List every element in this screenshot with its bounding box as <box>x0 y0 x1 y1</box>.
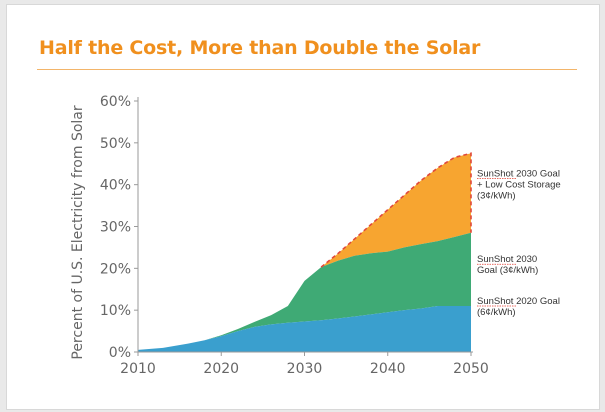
series-label-1-line-1: SunShot 2020 Goal <box>477 296 560 307</box>
series-label-2-line-2: Goal (3¢/kWh) <box>477 265 538 276</box>
x-tick-label: 2050 <box>453 361 489 377</box>
y-tick-label: 10% <box>100 303 131 319</box>
series-2030-storage-area <box>138 153 471 350</box>
storage-series-border <box>320 152 472 268</box>
y-tick-label: 40% <box>100 178 131 194</box>
x-tick-label: 2030 <box>287 361 323 377</box>
y-tick-label: 0% <box>109 345 131 361</box>
x-tick-label: 2020 <box>203 361 239 377</box>
y-tick-label: 50% <box>100 136 131 152</box>
series-2020-goal-area <box>138 305 471 352</box>
x-tick-label: 2010 <box>120 361 156 377</box>
series-label-3-line-3: (3¢/kWh) <box>477 190 516 201</box>
y-tick-label: 20% <box>100 261 131 277</box>
series-2030-goal-area <box>138 232 471 350</box>
series-label-2-line-1: SunShot 2030 <box>477 254 537 265</box>
y-tick-label: 30% <box>100 220 131 236</box>
x-tick-label: 2040 <box>370 361 406 377</box>
title-divider <box>37 69 577 70</box>
slide-title: Half the Cost, More than Double the Sola… <box>39 37 481 59</box>
y-tick-label: 60% <box>100 94 131 110</box>
series-label-1-line-2: (6¢/kWh) <box>477 307 516 318</box>
series-label-3-line-1: SunShot 2030 Goal <box>477 168 560 179</box>
y-axis-title: Percent of U.S. Electricity from Solar <box>70 105 86 360</box>
series-label-3-line-2: + Low Cost Storage <box>477 179 561 190</box>
